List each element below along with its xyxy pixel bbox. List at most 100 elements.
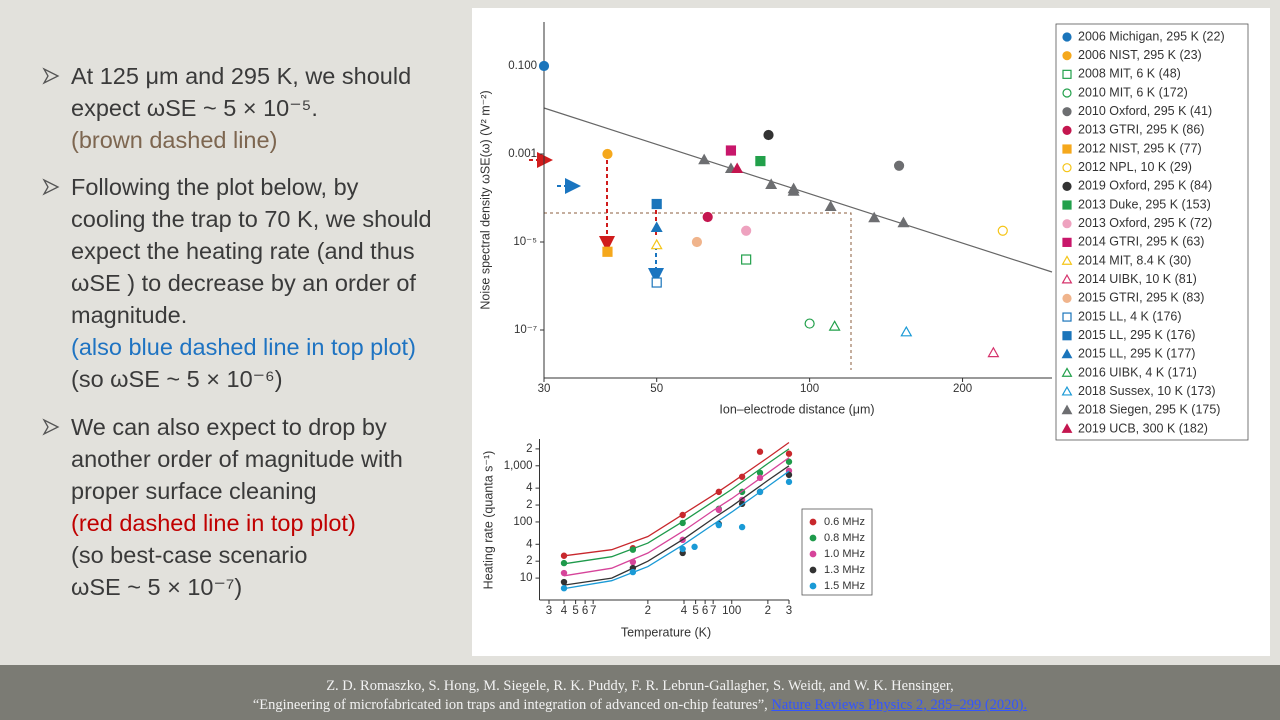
marker-triangle — [824, 200, 837, 212]
x-tick-label: 7 — [710, 605, 716, 617]
bullet-arrow — [42, 67, 60, 85]
marker-circle — [679, 519, 686, 527]
y-axis-label: Heating rate (quanta s⁻¹) — [481, 451, 495, 590]
marker-circle — [702, 211, 713, 223]
y-tick-label: 10 — [520, 572, 533, 584]
y-axis-label: Noise spectral density ωSE(ω) (V² m⁻²) — [478, 90, 492, 309]
bullet-main: We can also expect to drop by another or… — [71, 414, 403, 504]
marker-circle — [679, 545, 686, 553]
legend-label: 2006 Michigan, 295 K (22) — [1078, 29, 1225, 43]
legend-marker — [1061, 367, 1073, 377]
legend-label: 2008 MIT, 6 K (48) — [1078, 67, 1181, 81]
legend-marker — [1062, 51, 1072, 61]
marker-circle — [691, 543, 698, 551]
y-tick-label: 1,000 — [504, 460, 533, 472]
legend-marker — [1062, 237, 1072, 247]
legend-marker — [1061, 423, 1073, 433]
bullet-note: (brown dashed line) — [71, 127, 278, 153]
marker-circle — [602, 148, 613, 160]
legend-label: 2015 LL, 295 K (176) — [1078, 328, 1195, 342]
marker-circle — [997, 225, 1008, 236]
figure: 0.100 0.001 10⁻⁵ 10⁻⁷ 30 50 100 200 Ion–electrod… — [472, 8, 1270, 656]
citation: Z. D. Romaszko, S. Hong, M. Siegele, R. … — [0, 665, 1280, 720]
bullet-note: (so ωSE ~ 5 × 10⁻⁶) — [71, 366, 283, 392]
trend-line — [543, 107, 1053, 273]
y-tick-label: 10⁻⁷ — [514, 324, 537, 336]
marker-triangle — [828, 320, 841, 331]
legend-label: 2016 UIBK, 4 K (171) — [1078, 365, 1197, 379]
y-tick-label: 100 — [513, 516, 532, 528]
x-tick-label: 5 — [692, 605, 698, 617]
marker-square — [651, 277, 662, 288]
y-tick-label: 2 — [526, 443, 532, 455]
citation-link[interactable]: Nature Reviews Physics 2, 285–299 (2020)… — [771, 697, 1028, 713]
marker-square — [725, 145, 737, 156]
marker-triangle — [731, 162, 744, 174]
marker-circle — [560, 585, 568, 592]
bullet-arrow — [42, 418, 60, 436]
marker-triangle — [765, 178, 778, 189]
legend-label: 0.8 MHz — [824, 532, 865, 544]
legend-label: 2012 NPL, 10 K (29) — [1078, 160, 1192, 174]
legend-label: 2015 LL, 4 K (176) — [1078, 309, 1182, 323]
x-tick-label: 5 — [572, 605, 578, 617]
legend-label: 2018 Sussex, 10 K (173) — [1078, 384, 1216, 398]
marker-triangle — [650, 221, 663, 233]
citation-title: “Engineering of microfabricated ion trap… — [252, 697, 768, 713]
legend-marker — [1062, 200, 1072, 210]
marker-circle — [738, 523, 746, 531]
bullet-note: (also blue dashed line in top plot) — [71, 334, 416, 360]
x-tick-label: 2 — [645, 605, 651, 617]
marker-circle — [560, 578, 568, 586]
bullet-text: Following the plot below, by cooling the… — [71, 171, 436, 395]
legend-marker — [809, 550, 817, 558]
fit-curve — [563, 441, 790, 557]
legend-label: 0.6 MHz — [824, 516, 865, 528]
legend-marker — [809, 534, 817, 542]
marker-triangle — [897, 216, 910, 228]
marker-square — [602, 246, 613, 257]
legend-box — [1055, 23, 1249, 441]
marker-triangle — [987, 346, 1000, 358]
marker-circle — [715, 521, 722, 529]
y-tick-label: 4 — [526, 482, 533, 494]
x-tick-label: 4 — [681, 605, 688, 617]
legend-label: 2015 GTRI, 295 K (83) — [1078, 291, 1204, 305]
marker-circle — [738, 473, 746, 480]
legend-marker — [1061, 404, 1073, 415]
y-tick-label: 0.100 — [508, 60, 537, 72]
x-tick-label: 6 — [582, 605, 588, 617]
x-tick-label: 3 — [546, 605, 552, 617]
x-tick-label: 3 — [786, 605, 792, 617]
legend-marker — [1062, 125, 1072, 135]
legend-marker — [809, 566, 817, 574]
marker-square — [755, 155, 766, 167]
marker-circle — [679, 511, 686, 519]
y-tick-label: 2 — [526, 555, 532, 567]
marker-circle — [715, 506, 722, 514]
bullet-main: Following the plot below, by cooling the… — [71, 174, 432, 328]
marker-triangle — [650, 238, 663, 250]
legend-label: 1.5 MHz — [824, 580, 865, 592]
legend-label: 2014 UIBK, 10 K (81) — [1078, 272, 1197, 286]
x-axis-label: Temperature (K) — [621, 625, 711, 639]
legend-label: 2015 LL, 295 K (177) — [1078, 347, 1195, 361]
x-tick-label: 7 — [590, 605, 596, 617]
x-tick-label: 4 — [561, 605, 568, 617]
marker-circle — [629, 558, 637, 566]
x-tick-label: 50 — [650, 383, 663, 395]
legend-label: 1.3 MHz — [824, 564, 865, 576]
legend-marker — [1061, 348, 1073, 359]
legend-label: 2019 Oxford, 295 K (84) — [1078, 179, 1212, 193]
legend-label: 2010 Oxford, 295 K (41) — [1078, 104, 1212, 118]
fit-curve — [563, 465, 790, 586]
fit-curve — [563, 448, 790, 565]
x-tick-label: 200 — [953, 383, 972, 395]
legend-label: 2014 GTRI, 295 K (63) — [1078, 235, 1204, 249]
marker-circle — [785, 478, 793, 486]
marker-circle — [629, 546, 637, 553]
marker-circle — [715, 488, 722, 496]
legend-marker — [1062, 312, 1072, 322]
x-tick-label: 100 — [722, 605, 741, 617]
